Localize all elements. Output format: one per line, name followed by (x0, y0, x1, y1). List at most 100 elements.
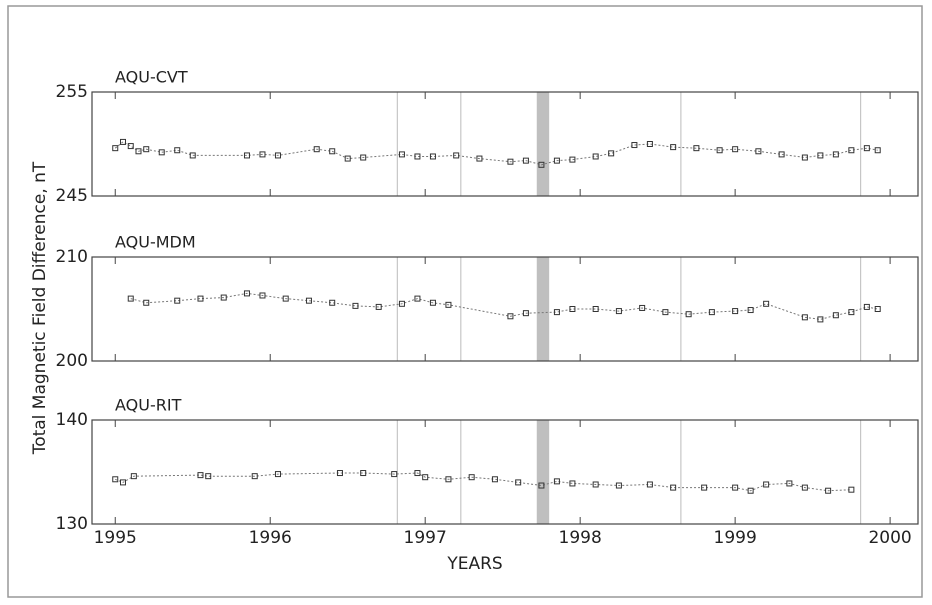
data-point (825, 487, 832, 494)
data-point (693, 145, 700, 152)
data-point (631, 142, 638, 149)
data-point (592, 481, 599, 488)
data-point (778, 151, 785, 158)
data-point (848, 147, 855, 154)
data-point (453, 152, 460, 159)
data-point (352, 302, 359, 309)
x-tick-label: 1997 (404, 528, 447, 548)
data-point (553, 309, 560, 316)
data-point (375, 303, 382, 310)
data-point (569, 156, 576, 163)
highlight-band (536, 92, 550, 196)
data-point (801, 154, 808, 161)
data-point (313, 146, 320, 153)
x-tick-label: 1996 (249, 528, 292, 548)
panel-title: AQU-RIT (115, 396, 182, 415)
data-point (522, 157, 529, 164)
y-axis-label: Total Magnetic Field Difference, nT (30, 161, 50, 455)
frame (7, 5, 923, 598)
data-point (716, 147, 723, 154)
y-tick-label: 245 (56, 186, 88, 206)
data-point (360, 470, 367, 477)
data-point (119, 479, 126, 486)
data-point (259, 292, 266, 299)
data-point (476, 155, 483, 162)
data-point (874, 306, 881, 312)
data-point (491, 476, 498, 483)
data-point (639, 304, 646, 311)
data-point (863, 303, 870, 310)
data-point (391, 471, 398, 478)
data-point (305, 297, 312, 304)
data-point (708, 309, 715, 316)
y-tick-label: 140 (56, 410, 88, 430)
data-point (112, 476, 119, 483)
data-point (801, 484, 808, 491)
data-point (336, 470, 343, 477)
data-point (732, 146, 739, 153)
data-point (143, 146, 150, 153)
data-point (732, 308, 739, 315)
data-point (763, 300, 770, 307)
data-point (874, 147, 881, 154)
data-point (197, 295, 204, 302)
data-point (732, 484, 739, 491)
data-point (763, 481, 770, 488)
data-point (274, 152, 281, 159)
data-point (592, 306, 599, 312)
data-point (143, 299, 150, 306)
data-point (243, 152, 250, 159)
data-point (329, 299, 336, 306)
data-point (646, 141, 653, 147)
data-point (274, 471, 281, 478)
data-point (863, 145, 870, 152)
data-point (414, 295, 421, 302)
data-point (468, 474, 475, 481)
data-point (670, 144, 677, 151)
data-point (515, 479, 522, 486)
data-point (344, 155, 351, 162)
data-point (445, 301, 452, 308)
data-point (747, 307, 754, 314)
data-point (522, 310, 529, 317)
data-point (135, 148, 142, 155)
y-tick-label: 255 (56, 82, 88, 102)
y-tick-label: 200 (56, 351, 88, 371)
plot-border (91, 256, 919, 362)
data-point (422, 474, 429, 481)
data-point (329, 148, 336, 155)
data-point (127, 143, 134, 150)
data-point (445, 476, 452, 483)
x-tick-label: 2000 (868, 528, 911, 548)
data-point (615, 482, 622, 489)
x-tick-label: 1998 (559, 528, 602, 548)
data-point (747, 487, 754, 494)
data-point (158, 149, 165, 156)
highlight-band (536, 420, 550, 524)
data-point (220, 294, 227, 301)
data-point (205, 473, 212, 480)
data-point (174, 147, 181, 154)
data-point (251, 473, 258, 480)
data-point (801, 314, 808, 321)
data-point (197, 472, 204, 479)
y-tick-label: 130 (56, 514, 88, 534)
series-line (130, 292, 878, 320)
data-point (615, 308, 622, 315)
data-point (832, 151, 839, 158)
data-point (538, 482, 545, 489)
data-point (569, 306, 576, 312)
data-point (130, 473, 137, 480)
plot-border (91, 419, 919, 525)
data-point (786, 480, 793, 487)
series-line (114, 141, 878, 166)
plot-border (91, 91, 919, 197)
data-point (429, 299, 436, 306)
data-point (259, 151, 266, 158)
data-point (414, 153, 421, 160)
data-point (112, 145, 119, 152)
x-tick-label: 1999 (714, 528, 757, 548)
data-point (127, 295, 134, 302)
highlight-band (536, 257, 550, 361)
